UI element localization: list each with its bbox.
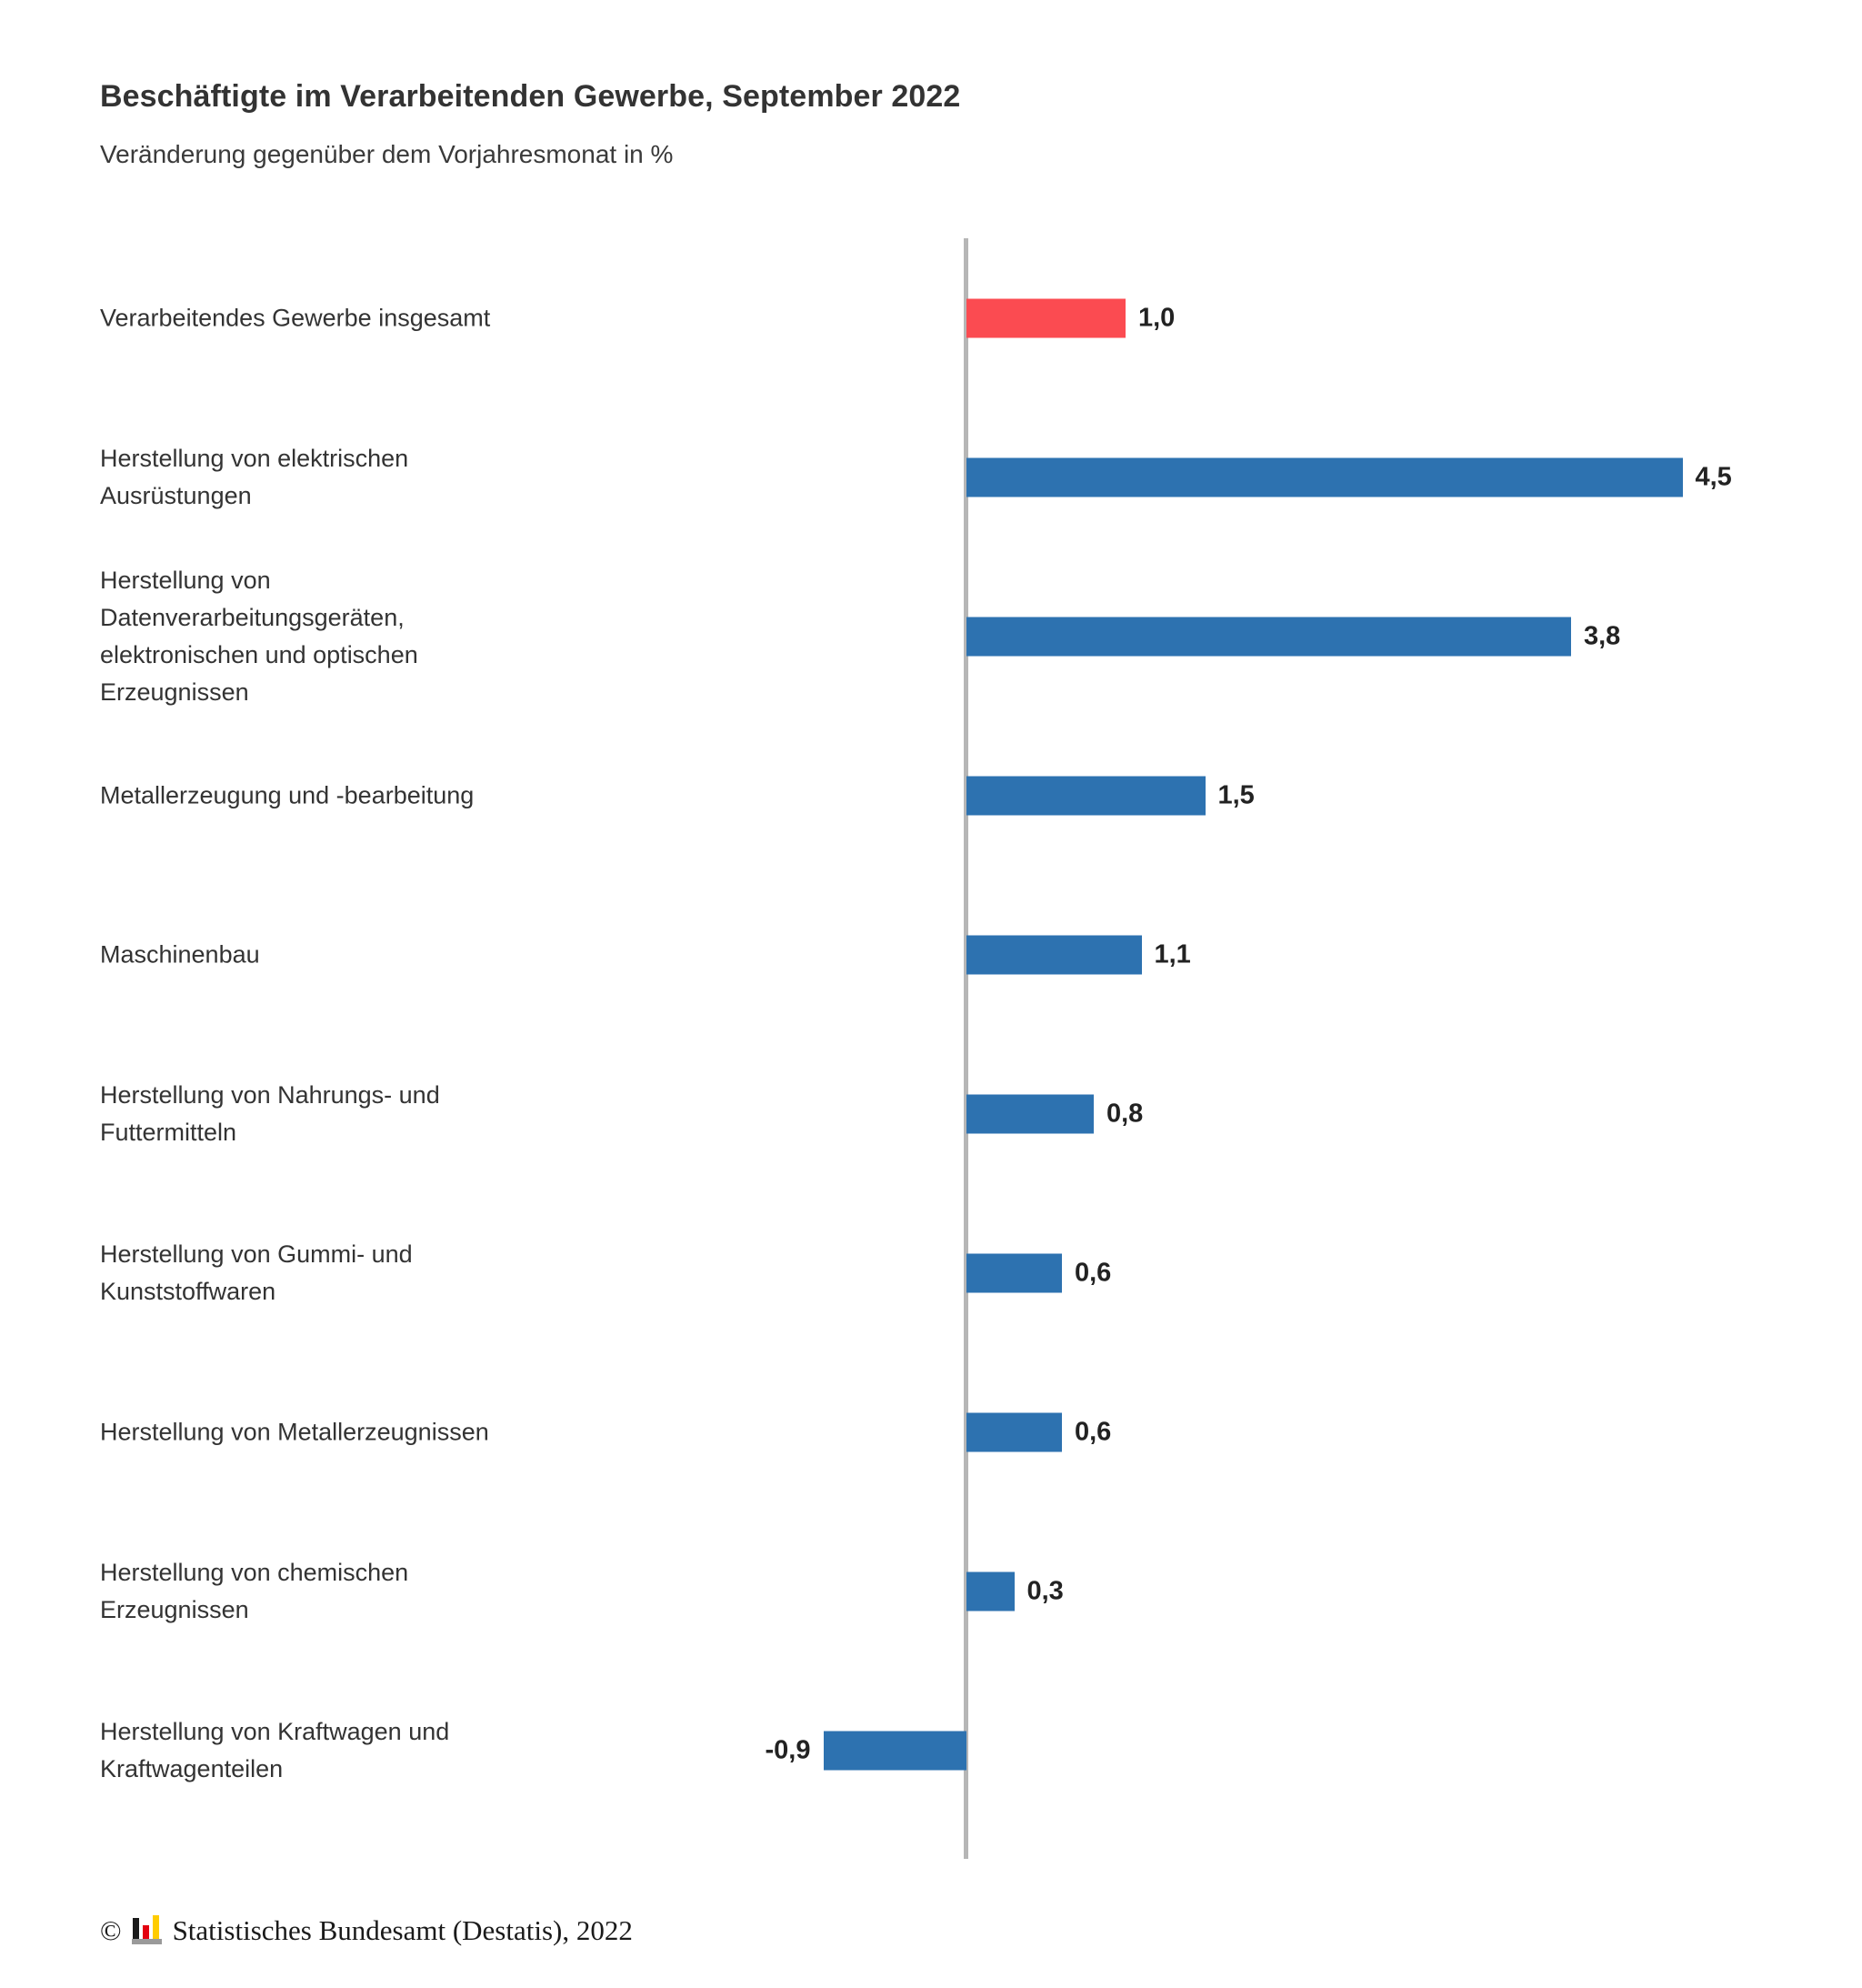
bar-value-label: 0,3: [1026, 1576, 1064, 1605]
category-label: Herstellung von Kraftwagen und Kraftwage…: [100, 1717, 450, 1782]
bar: [966, 1571, 1015, 1611]
zero-axis-line: [964, 238, 968, 1859]
bar-value-label: 0,6: [1075, 1258, 1112, 1287]
category-label: Herstellung von Datenverarbeitungsgeräte…: [100, 566, 418, 706]
bar-value-label: 0,6: [1075, 1417, 1112, 1446]
copyright-icon: ©: [100, 1913, 122, 1946]
category-label: Maschinenbau: [100, 940, 260, 968]
plot-area: Verarbeitendes Gewerbe insgesamt 1,0 Herst…: [0, 238, 1862, 1859]
bar-row: Herstellung von Kraftwagen und Kraftwage…: [0, 1671, 1862, 1830]
source-attribution: Statistisches Bundesamt (Destatis), 2022: [172, 1913, 633, 1946]
bar-row: Verarbeitendes Gewerbe insgesamt 1,0: [0, 238, 1862, 397]
bar-row: Herstellung von Metallerzeugnissen 0,6: [0, 1352, 1862, 1511]
bar-row: Maschinenbau 1,1: [0, 875, 1862, 1034]
category-label: Herstellung von Nahrungs- und Futtermitt…: [100, 1080, 440, 1146]
bar: [966, 935, 1142, 974]
bar: [966, 457, 1683, 497]
category-label: Herstellung von Metallerzeugnissen: [100, 1418, 489, 1445]
category-label: Verarbeitendes Gewerbe insgesamt: [100, 304, 491, 331]
bar-value-label: 1,5: [1217, 780, 1255, 809]
logo-bar-black: [132, 1918, 139, 1939]
chart-footer: © Statistisches Bundesamt (Destatis), 20…: [100, 1915, 633, 1944]
bar-row: Herstellung von Gummi- und Kunststoffwar…: [0, 1193, 1862, 1352]
bar-row: Herstellung von Nahrungs- und Futtermitt…: [0, 1034, 1862, 1193]
bar-row: Metallerzeugung und -bearbeitung 1,5: [0, 716, 1862, 875]
chart-subtitle: Veränderung gegenüber dem Vorjahresmonat…: [100, 139, 674, 168]
logo-bar-red: [142, 1925, 149, 1939]
bar: [966, 617, 1571, 656]
bar-row: Herstellung von chemischen Erzeugnissen 0…: [0, 1511, 1862, 1671]
category-label: Herstellung von chemischen Erzeugnissen: [100, 1558, 409, 1623]
bar-value-label: -0,9: [765, 1735, 811, 1764]
bar: [966, 1412, 1062, 1451]
bar: [823, 1731, 966, 1770]
bar-row: Herstellung von Datenverarbeitungsgeräte…: [0, 557, 1862, 716]
chart-header: Beschäftigte im Verarbeitenden Gewerbe, …: [100, 78, 1737, 169]
bar: [966, 298, 1126, 337]
bar-value-label: 0,8: [1106, 1099, 1144, 1128]
category-label: Herstellung von Gummi- und Kunststoffwar…: [100, 1240, 413, 1305]
category-label: Metallerzeugung und -bearbeitung: [100, 781, 475, 808]
bar-value-label: 1,1: [1154, 939, 1191, 969]
destatis-logo-icon: [131, 1915, 164, 1944]
bar-value-label: 4,5: [1695, 462, 1732, 491]
category-label: Herstellung von elektrischen Ausrüstunge…: [100, 444, 409, 509]
bar: [966, 1094, 1094, 1133]
page-title: Beschäftigte im Verarbeitenden Gewerbe, …: [100, 79, 961, 114]
logo-baseline: [131, 1939, 162, 1944]
bar-value-label: 1,0: [1138, 303, 1176, 332]
bar: [966, 1253, 1062, 1292]
bar-value-label: 3,8: [1584, 621, 1621, 650]
bar: [966, 776, 1206, 815]
bar-row: Herstellung von elektrischen Ausrüstunge…: [0, 397, 1862, 557]
logo-bar-yellow: [152, 1915, 159, 1939]
